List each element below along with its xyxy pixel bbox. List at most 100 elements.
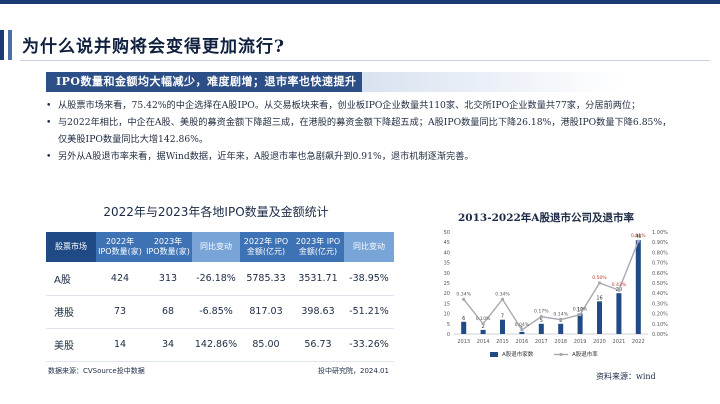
bullet-item: 另外从A股退市率来看，据Wind数据，近年来，A股退市率也急剧飙升到0.91%，… — [46, 148, 676, 165]
table-cell: 817.03 — [240, 295, 292, 329]
y-right-tick-label: 0.50% — [652, 281, 668, 287]
y-right-tick-label: 0.90% — [652, 240, 668, 246]
table-cell: 85.00 — [240, 328, 292, 362]
top-bar — [0, 0, 720, 4]
table-cell: 3531.71 — [292, 262, 344, 296]
rate-point-label: 0.14% — [553, 312, 568, 318]
table-row: A股 424 313 -26.18% 5785.33 3531.71 -38.9… — [46, 262, 394, 296]
bar-value-label: 6 — [462, 316, 465, 322]
rate-point — [520, 328, 524, 332]
bar — [480, 329, 486, 334]
ipo-table: 股票市场 2022年 IPO数量(家) 2023年 IPO数量(家) 同比变动 … — [46, 232, 394, 362]
table-header-cell: 2022年 IPO金额(亿元) — [240, 232, 292, 262]
rate-point — [539, 315, 543, 319]
table-cell: 美股 — [46, 328, 96, 362]
bar-value-label: 46 — [635, 234, 641, 240]
x-tick-label: 2020 — [593, 339, 606, 345]
table-cell: 5785.33 — [240, 262, 292, 296]
rate-point-label: 0.50% — [592, 275, 607, 281]
table-header-cell: 同比变动 — [344, 232, 394, 262]
table-cell: -26.18% — [192, 262, 240, 296]
y-left-tick-label: 5 — [447, 322, 450, 328]
x-tick-label: 2016 — [516, 339, 529, 345]
y-left-tick-label: 30 — [444, 271, 450, 277]
bar-value-label: 2 — [482, 324, 485, 330]
page-title: 为什么说并购将会变得更加流行? — [22, 37, 285, 57]
rate-point-label: 0.91% — [631, 233, 646, 239]
rate-point — [462, 297, 466, 301]
table-header-cell: 2023年 IPO金额(亿元) — [292, 232, 344, 262]
bullet-item: 与2022年相比，中企在A股、美股的募资金额下降超三成，在港股的募资金额下降超五… — [46, 114, 676, 148]
rate-point — [500, 297, 505, 301]
rate-point-label: 0.10% — [476, 316, 491, 322]
table-header-cell: 2022年 IPO数量(家) — [96, 232, 144, 262]
table-header-row: 股票市场 2022年 IPO数量(家) 2023年 IPO数量(家) 同比变动 … — [46, 232, 394, 262]
rate-point-label: 0.19% — [573, 307, 588, 313]
section-banner: IPO数量和金额均大幅减少，难度剧增；退市率也快速提升 — [46, 72, 362, 92]
x-tick-label: 2014 — [477, 339, 490, 345]
bar — [577, 313, 583, 334]
bar — [558, 323, 564, 334]
y-left-tick-label: 0 — [447, 332, 450, 338]
bar-value-label: 16 — [596, 295, 602, 301]
table-cell: 424 — [96, 262, 144, 296]
chart-source: 资料来源：wind — [596, 372, 656, 381]
y-left-tick-label: 15 — [444, 301, 450, 307]
table-cell: 港股 — [46, 295, 96, 329]
legend-line-label: A股退市率 — [572, 350, 598, 358]
x-tick-label: 2015 — [496, 339, 509, 345]
bar — [538, 323, 544, 334]
bullet-item: 从股票市场来看，75.42%的中企选择在A股IPO。从交易板块来看，创业板IPO… — [46, 97, 676, 114]
y-right-tick-label: 0.10% — [652, 322, 668, 328]
table-cell: -33.26% — [344, 328, 394, 362]
title-accent-secondary — [8, 30, 12, 60]
y-left-tick-label: 35 — [444, 261, 450, 267]
y-right-tick-label: 0.00% — [652, 332, 668, 338]
bar — [635, 240, 641, 334]
x-tick-label: 2022 — [632, 339, 645, 345]
title-accent — [0, 30, 4, 60]
rate-point-label: 0.17% — [534, 309, 549, 315]
table-source-date: 投中研究院，2024.01 — [318, 367, 389, 375]
y-right-tick-label: 0.30% — [652, 301, 668, 307]
y-right-tick-label: 0.20% — [652, 312, 668, 318]
table-row: 美股 14 34 142.86% 85.00 56.73 -33.26% — [46, 328, 394, 362]
y-right-tick-label: 0.60% — [652, 271, 668, 277]
bar-value-label: 10 — [577, 308, 583, 314]
y-left-tick-label: 10 — [444, 312, 450, 318]
table-cell: 142.86% — [192, 328, 240, 362]
y-left-tick-label: 40 — [444, 250, 450, 256]
rate-point — [481, 322, 485, 326]
x-tick-label: 2019 — [574, 339, 587, 345]
legend-bar-swatch — [490, 352, 498, 357]
legend-line-marker — [559, 352, 563, 357]
rate-point-label: 0.43% — [612, 282, 627, 288]
rate-point — [597, 281, 602, 285]
y-right-tick-label: 0.70% — [652, 261, 668, 267]
rate-point — [636, 239, 640, 243]
x-tick-label: 2013 — [457, 339, 470, 345]
delisting-chart: 051015202530354045500.00%0.10%0.20%0.30%… — [444, 230, 669, 358]
bar — [616, 293, 622, 334]
chart-title: 2013-2022年A股退市公司及退市率 — [458, 212, 634, 224]
bar-value-label: 7 — [501, 314, 504, 320]
rate-point — [578, 313, 582, 317]
y-right-tick-label: 0.40% — [652, 291, 668, 297]
table-row: 港股 73 68 -6.85% 817.03 398.63 -51.21% — [46, 295, 394, 329]
table-cell: 14 — [96, 328, 144, 362]
table-source: 数据来源：CVSource投中数据 — [48, 367, 145, 375]
bar-value-label: 5 — [540, 318, 543, 324]
table-cell: 398.63 — [292, 295, 344, 329]
y-left-tick-label: 45 — [444, 240, 450, 246]
rate-point — [617, 288, 621, 292]
rate-line — [463, 240, 639, 331]
legend-bar-label: A股退市家数 — [502, 350, 534, 358]
table-header-cell: 2023年 IPO数量(家) — [144, 232, 192, 262]
bar — [500, 319, 505, 334]
table-cell: 73 — [96, 295, 144, 329]
table-header-cell: 同比变动 — [192, 232, 240, 262]
table-cell: A股 — [46, 262, 96, 296]
y-left-tick-label: 20 — [444, 291, 450, 297]
banner-decoration — [362, 72, 622, 92]
bar — [461, 321, 467, 334]
